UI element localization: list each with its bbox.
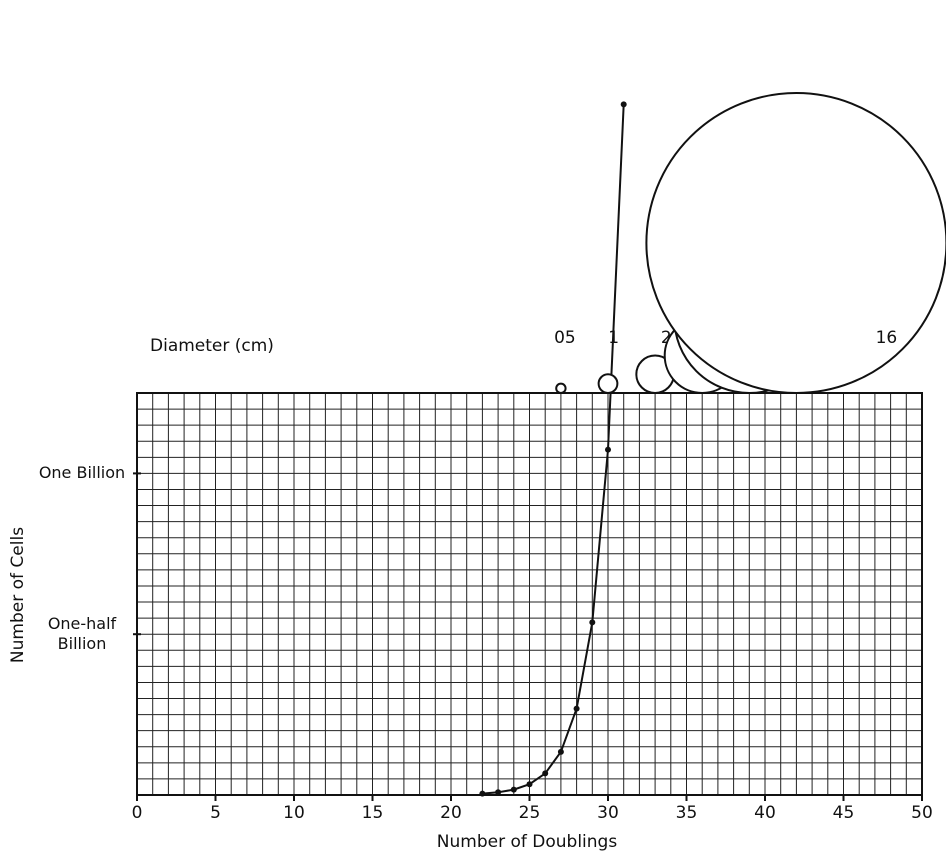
x-tick-label: 5 bbox=[210, 803, 221, 823]
chart: Number of Doublings Number of Cells Diam… bbox=[0, 0, 946, 862]
y-tick-label: One Billion bbox=[27, 463, 137, 483]
point bbox=[621, 101, 627, 107]
x-tick-label: 30 bbox=[597, 803, 619, 823]
diameter-label: 16 bbox=[876, 328, 898, 348]
point bbox=[589, 619, 595, 625]
y-tick-label: One-half Billion bbox=[27, 614, 137, 654]
x-tick-label: 20 bbox=[440, 803, 462, 823]
point bbox=[527, 781, 533, 787]
point bbox=[542, 770, 548, 776]
x-tick-label: 50 bbox=[911, 803, 933, 823]
tumor-circle bbox=[556, 384, 565, 393]
diameter-label: 1 bbox=[608, 328, 619, 348]
x-tick-label: 10 bbox=[283, 803, 305, 823]
chart-canvas: Number of Doublings Number of Cells Diam… bbox=[0, 0, 946, 862]
point bbox=[558, 749, 564, 755]
point bbox=[495, 789, 501, 795]
x-axis-title: Number of Doublings bbox=[437, 832, 618, 852]
diameter-title: Diameter (cm) bbox=[150, 336, 274, 356]
x-tick-label: 40 bbox=[754, 803, 776, 823]
point bbox=[511, 787, 517, 793]
tumor-circle bbox=[646, 93, 946, 393]
x-tick-label: 35 bbox=[676, 803, 698, 823]
x-tick-label: 0 bbox=[132, 803, 143, 823]
x-tick-label: 25 bbox=[519, 803, 541, 823]
y-axis-title: Number of Cells bbox=[8, 527, 28, 663]
point bbox=[605, 447, 611, 453]
x-tick-label: 45 bbox=[833, 803, 855, 823]
tumor-circle bbox=[599, 374, 618, 393]
x-tick-label: 15 bbox=[362, 803, 384, 823]
line bbox=[482, 104, 623, 793]
diameter-label: 05 bbox=[554, 328, 576, 348]
point bbox=[574, 706, 580, 712]
point bbox=[479, 791, 485, 797]
